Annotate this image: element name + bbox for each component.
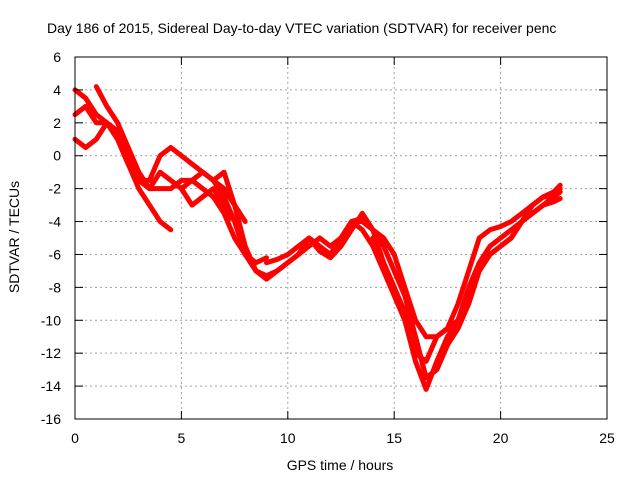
y-tick-label: -8 xyxy=(49,279,62,295)
x-tick-label: 0 xyxy=(71,430,79,446)
x-tick-label: 5 xyxy=(178,430,186,446)
y-tick-label: -12 xyxy=(41,345,61,361)
y-axis-label: SDTVAR / TECUs xyxy=(6,181,22,293)
series-line-track-9 xyxy=(370,189,563,381)
y-tick-label: 0 xyxy=(53,148,61,164)
y-tick-label: -16 xyxy=(41,411,61,427)
x-tick-label: 10 xyxy=(280,430,296,446)
x-axis-label: GPS time / hours xyxy=(287,457,394,473)
y-tick-label: 6 xyxy=(53,49,61,65)
x-tick-label: 20 xyxy=(493,430,509,446)
y-tick-label: -6 xyxy=(49,246,62,262)
series-line-track-4 xyxy=(93,84,269,266)
series-layer xyxy=(72,84,563,392)
series-line-track-8 xyxy=(349,182,563,340)
y-tick-label: -4 xyxy=(49,214,62,230)
y-tick-label: 4 xyxy=(53,82,61,98)
grid xyxy=(75,57,607,419)
series-line-track-3 xyxy=(72,120,174,233)
y-tick-label: -2 xyxy=(49,181,62,197)
x-tick-label: 15 xyxy=(386,430,402,446)
plot-frame xyxy=(74,56,608,420)
x-tick-label: 25 xyxy=(599,430,615,446)
y-tick-label: -14 xyxy=(41,378,61,394)
chart-title: Day 186 of 2015, Sidereal Day-to-day VTE… xyxy=(47,20,556,36)
ticks: 0 5 10 15 20 25 -16 -14 -12 -10 -8 -6 -4 -2 0 2 4 6 xyxy=(41,49,615,446)
y-tick-label: -10 xyxy=(41,312,61,328)
y-tick-label: 2 xyxy=(53,115,61,131)
